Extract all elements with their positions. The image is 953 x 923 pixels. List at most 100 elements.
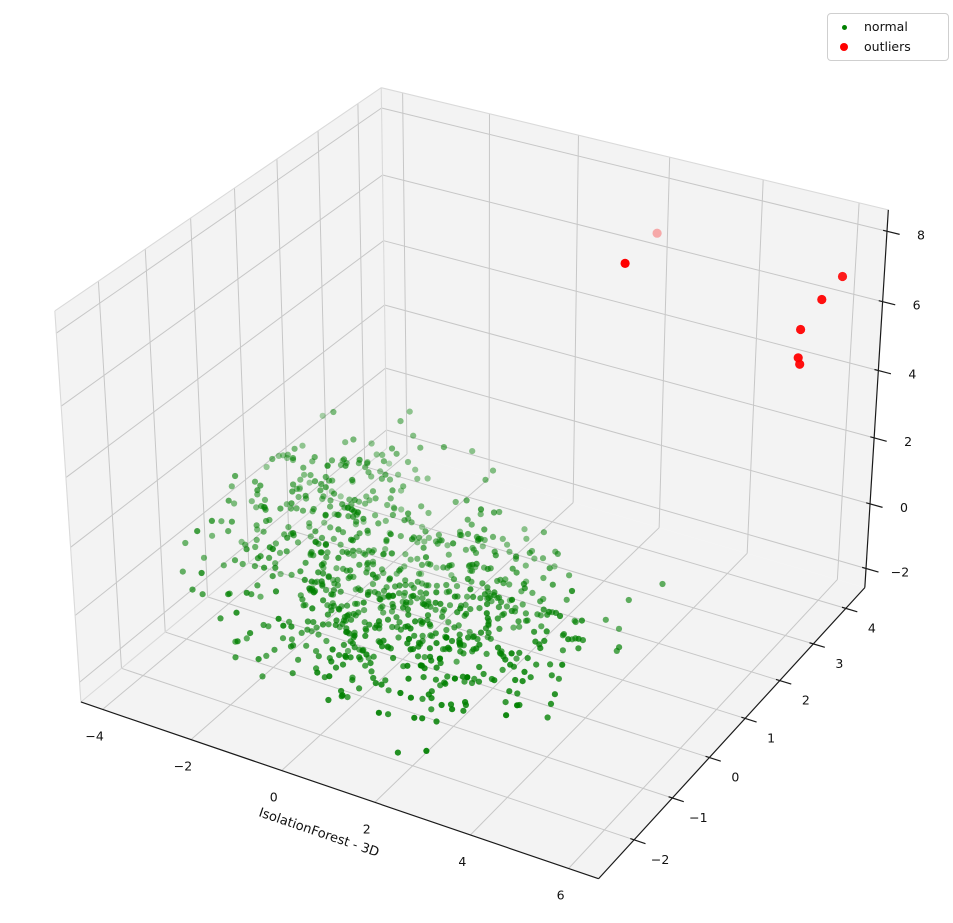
scatter-point-normal — [288, 500, 295, 507]
scatter-point-normal — [496, 625, 503, 633]
scatter-point-normal — [309, 605, 316, 612]
scatter-point-normal — [279, 635, 287, 642]
scatter-point-normal — [514, 702, 521, 709]
scatter-point-normal — [475, 678, 483, 685]
scatter-point-normal — [510, 624, 517, 631]
scatter-point-normal — [294, 539, 302, 546]
scatter-point-normal — [469, 567, 476, 575]
scatter-point-normal — [251, 563, 258, 570]
scatter-point-normal — [433, 582, 440, 589]
scatter-point-normal — [317, 487, 324, 494]
scatter-point-normal — [344, 504, 351, 511]
scatter-point-normal — [306, 520, 313, 527]
scatter-point-normal — [344, 647, 352, 655]
scatter-point-normal — [362, 662, 369, 669]
scatter-point-normal — [426, 621, 433, 628]
scatter-point-normal — [310, 619, 317, 626]
scatter-point-normal — [659, 580, 666, 588]
scatter-point-normal — [322, 473, 329, 481]
scatter-point-normal — [364, 527, 371, 534]
scatter-point-normal — [403, 599, 410, 606]
scatter-point-normal — [323, 587, 330, 594]
scatter-point-normal — [361, 607, 368, 614]
scatter-point-normal — [333, 565, 340, 572]
scatter-point-normal — [451, 675, 458, 682]
scatter-point-normal — [347, 567, 354, 574]
scatter-point-normal — [315, 631, 322, 638]
scatter-point-normal — [308, 578, 315, 585]
scatter-point-normal — [350, 547, 357, 554]
scatter-point-normal — [350, 436, 357, 443]
scatter-point-normal — [277, 505, 284, 512]
scatter-point-normal — [615, 625, 623, 632]
scatter-point-normal — [401, 517, 408, 524]
scatter-point-normal — [200, 554, 208, 561]
scatter-point-normal — [334, 582, 341, 589]
scatter-point-outlier — [620, 258, 630, 268]
scatter-point-normal — [366, 621, 373, 628]
scatter-point-normal — [312, 528, 319, 535]
scatter-point-normal — [499, 666, 506, 674]
scatter-point-normal — [438, 537, 445, 544]
scatter-point-normal — [411, 714, 418, 721]
scatter-point-normal — [388, 445, 396, 452]
scatter-point-normal — [324, 611, 331, 618]
scatter-point-normal — [417, 662, 424, 669]
scatter-point-normal — [389, 487, 396, 494]
scatter-point-normal — [504, 541, 511, 548]
scatter-point-normal — [412, 618, 419, 625]
scatter-point-normal — [372, 680, 379, 687]
scatter-point-normal — [300, 464, 307, 471]
scatter-point-normal — [409, 536, 416, 543]
scatter-point-normal — [443, 626, 450, 634]
scatter-point-normal — [275, 452, 282, 459]
scatter-point-normal — [396, 567, 403, 574]
scatter-point-normal — [322, 511, 329, 518]
scatter-point-normal — [405, 510, 412, 517]
scatter-point-normal — [225, 591, 232, 598]
scatter-point-normal — [524, 655, 531, 662]
scatter-point-normal — [468, 521, 475, 528]
scatter-point-normal — [519, 601, 526, 608]
scatter-point-normal — [352, 600, 359, 607]
scatter-point-normal — [377, 596, 384, 603]
scatter-point-normal — [367, 660, 374, 667]
scatter-point-normal — [514, 690, 521, 697]
scatter-point-normal — [414, 578, 421, 585]
scatter-point-normal — [372, 512, 379, 519]
scatter-point-normal — [199, 591, 206, 598]
scatter-point-normal — [414, 653, 422, 660]
scatter-point-normal — [448, 637, 456, 645]
scatter-point-normal — [490, 509, 498, 516]
scatter-point-normal — [473, 560, 480, 568]
scatter-point-normal — [397, 533, 404, 540]
scatter-point-normal — [257, 553, 264, 560]
scatter-point-normal — [280, 622, 287, 629]
scatter-point-normal — [272, 560, 279, 567]
scatter-point-normal — [410, 432, 417, 439]
scatter-point-normal — [225, 497, 232, 504]
scatter-point-normal — [234, 638, 241, 645]
scatter-point-normal — [476, 605, 483, 612]
scatter-point-normal — [225, 528, 232, 535]
scatter-point-normal — [378, 566, 386, 573]
scatter-point-normal — [327, 497, 334, 504]
scatter-point-normal — [513, 655, 520, 662]
scatter-point-normal — [368, 440, 375, 447]
tick-label: 4 — [458, 854, 466, 869]
scatter-point-normal — [487, 635, 494, 642]
scatter-point-normal — [494, 615, 501, 622]
scatter-point-normal — [483, 650, 490, 658]
scatter-point-normal — [382, 546, 389, 553]
scatter-point-normal — [515, 618, 522, 625]
scatter-point-normal — [410, 592, 417, 599]
scatter-point-normal — [313, 624, 320, 631]
scatter-point-normal — [253, 504, 260, 511]
scatter-point-normal — [547, 700, 555, 708]
scatter-point-normal — [456, 636, 463, 644]
scatter-point-normal — [356, 456, 363, 463]
scatter-point-normal — [433, 589, 440, 596]
scatter-point-normal — [332, 622, 339, 629]
scatter-point-normal — [339, 529, 347, 536]
